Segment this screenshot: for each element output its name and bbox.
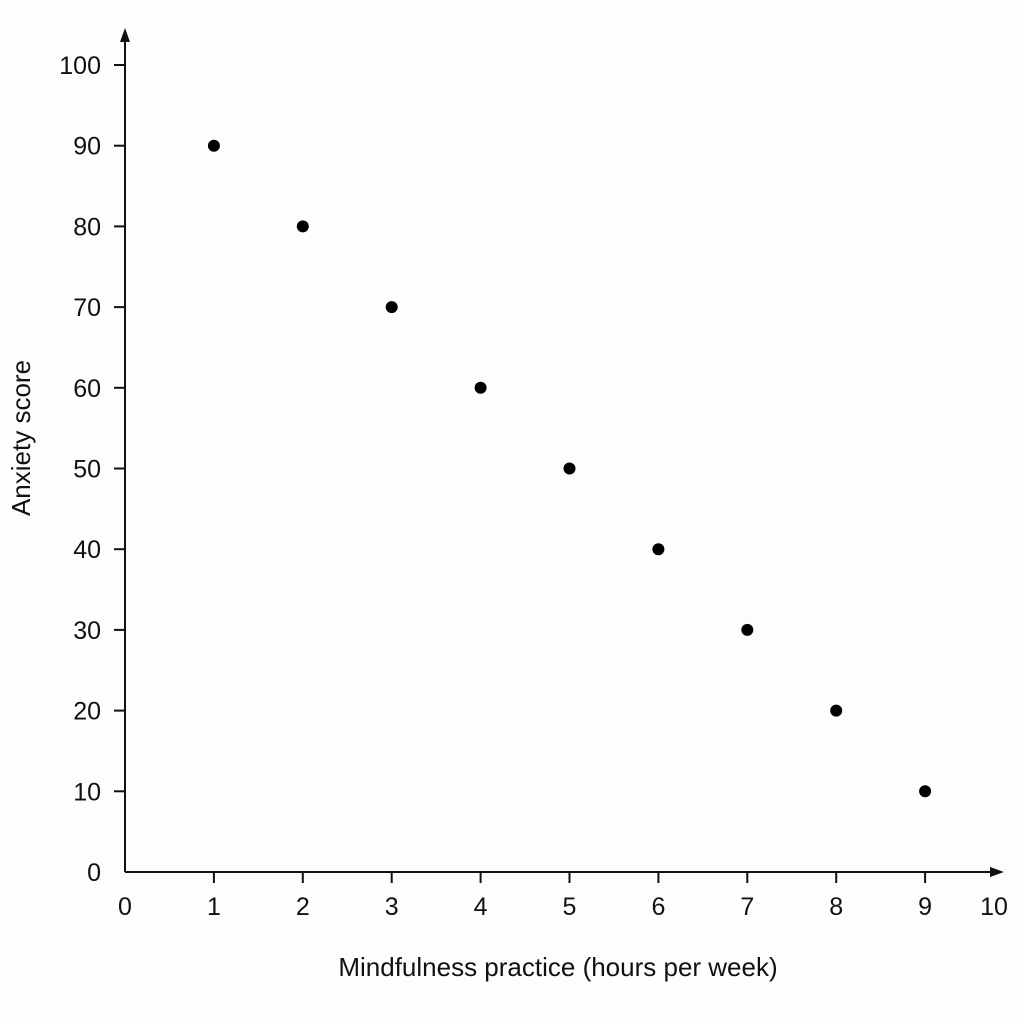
- y-tick-label: 0: [87, 859, 101, 887]
- x-tick-label: 4: [474, 893, 488, 921]
- x-tick-label: 5: [563, 893, 577, 921]
- y-tick-label: 10: [73, 778, 101, 806]
- x-axis-label: Mindfulness practice (hours per week): [338, 952, 777, 982]
- y-tick-label: 90: [73, 133, 101, 161]
- data-point: [741, 623, 754, 636]
- y-axis-arrowhead: [120, 28, 130, 42]
- data-point: [207, 139, 220, 152]
- data-point: [385, 301, 398, 314]
- y-axis-label: Anxiety score: [6, 360, 36, 516]
- data-point: [563, 462, 576, 475]
- x-tick-label: 9: [918, 893, 932, 921]
- y-ticks: 0 10 20 30 40 50 60 70 80 90 100: [59, 52, 125, 887]
- y-tick-label: 20: [73, 698, 101, 726]
- x-tick-label: 0: [118, 893, 132, 921]
- data-point: [652, 543, 665, 556]
- y-tick-label: 80: [73, 213, 101, 241]
- x-tick-label: 1: [207, 893, 221, 921]
- axes: [120, 28, 1004, 877]
- data-points: [207, 139, 932, 798]
- x-tick-label: 6: [651, 893, 665, 921]
- y-tick-label: 100: [59, 52, 101, 80]
- x-tick-label: 8: [829, 893, 843, 921]
- x-tick-label: 10: [980, 893, 1008, 921]
- y-tick-label: 70: [73, 294, 101, 322]
- y-tick-label: 60: [73, 375, 101, 403]
- data-point: [830, 704, 843, 717]
- x-tick-label: 2: [296, 893, 310, 921]
- x-tick-label: 7: [740, 893, 754, 921]
- data-point: [474, 381, 487, 394]
- y-tick-label: 50: [73, 456, 101, 484]
- data-point: [296, 220, 309, 233]
- y-tick-label: 40: [73, 536, 101, 564]
- x-axis-arrowhead: [990, 867, 1004, 877]
- data-point: [919, 785, 932, 798]
- y-tick-label: 30: [73, 617, 101, 645]
- x-ticks: 0 1 2 3 4 5 6 7 8 9 10: [118, 872, 1008, 921]
- x-tick-label: 3: [385, 893, 399, 921]
